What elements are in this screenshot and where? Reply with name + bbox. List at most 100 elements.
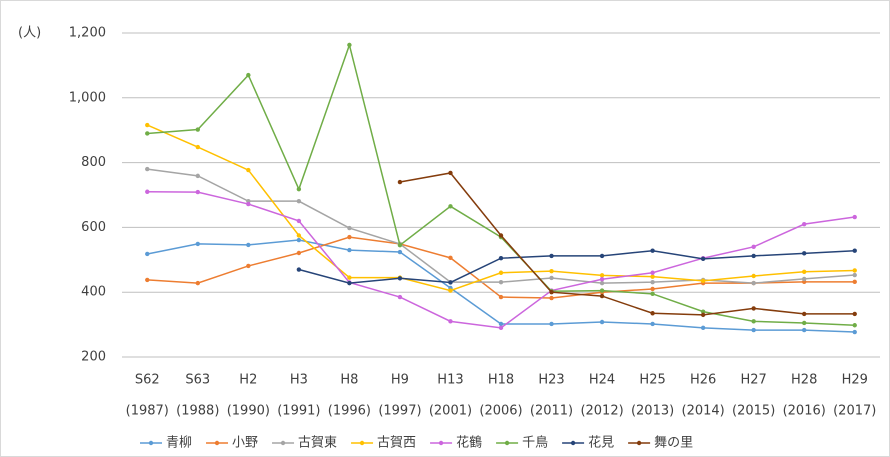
y-tick-label: 800 [81,155,106,170]
legend-label: 古賀西 [377,436,416,451]
point [347,225,352,231]
legend-dot [280,440,286,446]
x-tick-year: (2015) [732,404,775,419]
legend-label: 舞の里 [654,436,693,451]
x-tick-label: H13 [437,373,463,388]
point [296,233,302,238]
point [650,270,655,275]
point [498,255,504,261]
point [751,273,756,279]
point [802,327,807,333]
point [852,268,857,273]
point [397,243,403,248]
point [448,170,453,176]
point [700,325,706,331]
point [397,276,403,281]
x-tick-label: H23 [538,373,564,388]
point [802,276,807,282]
point [599,288,605,293]
point [498,325,504,331]
point [195,189,200,195]
legend-label: 小野 [232,436,258,451]
x-tick-year: (2012) [580,404,623,419]
x-tick-label: H29 [842,373,868,388]
point [751,306,756,311]
x-tick-year: (2006) [479,404,522,419]
point [700,312,706,318]
legend-label: 花見 [588,435,614,451]
point [498,270,504,275]
point [246,167,251,173]
point [448,319,453,324]
point [549,290,554,295]
point [599,253,605,259]
point [195,127,200,132]
legend-dot [438,440,444,446]
point [145,251,150,257]
point [650,286,655,292]
point [650,291,655,297]
legend-dot [504,440,510,446]
point [397,294,403,300]
point [498,321,504,327]
y-tick-label: 200 [81,350,106,365]
point [145,122,150,128]
point [852,311,857,317]
point [195,241,200,247]
x-tick-year: (1996) [328,404,371,419]
point [246,242,251,248]
x-tick-year: (1987) [126,404,169,419]
point [599,280,605,286]
x-tick-year: (1990) [227,404,270,419]
point [751,327,756,333]
point [751,244,756,250]
point [700,309,706,314]
point [145,189,150,194]
point [599,319,605,325]
point [448,204,453,209]
point [498,279,504,285]
point [448,288,453,293]
point [852,214,857,220]
point [347,247,352,253]
x-tick-label: H2 [239,373,257,388]
point [852,248,857,253]
x-tick-label: S63 [185,373,210,388]
x-tick-year: (2013) [631,404,674,419]
point [852,329,857,335]
y-tick-label: 1,200 [69,26,106,41]
point [751,319,756,324]
point [549,295,554,301]
point [347,42,352,48]
point [549,321,554,327]
point [650,274,655,279]
series-line [399,172,855,316]
point [246,263,251,269]
point [802,221,807,227]
legend-dot [214,440,220,446]
point [751,280,756,286]
point [246,72,251,78]
point [549,275,554,281]
point [145,277,150,283]
x-tick-year: (1991) [277,404,320,419]
point [296,237,302,243]
x-tick-label: S62 [135,373,160,388]
x-tick-label: H8 [340,373,358,388]
point [802,320,807,326]
point [347,234,352,240]
x-tick-label: H18 [488,373,514,388]
point [397,249,403,255]
x-tick-year: (1988) [176,404,219,419]
point [195,173,200,179]
legend-label: 千鳥 [522,436,548,451]
legend-label: 青柳 [166,436,192,451]
x-tick-year: (2017) [833,404,876,419]
point [498,233,504,238]
point [599,293,605,299]
point [448,280,453,285]
point [599,273,605,278]
point [650,311,655,316]
point [650,321,655,327]
